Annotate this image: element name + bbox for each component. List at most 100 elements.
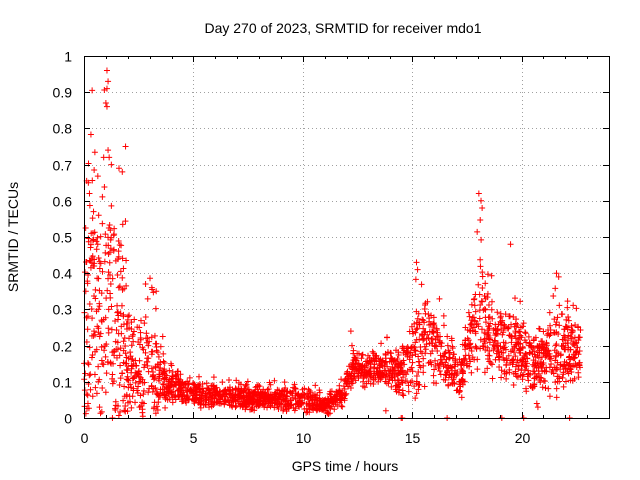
data-point [216,394,223,401]
data-point [292,385,299,392]
outlier-point [85,179,92,186]
data-point [540,328,547,335]
data-point [159,380,166,387]
data-point [512,328,519,335]
data-point [378,340,385,347]
data-point [122,218,129,225]
data-point [165,383,172,390]
data-point [96,404,103,411]
data-point [177,371,184,378]
data-point [118,302,125,309]
data-point [316,389,323,396]
data-point [430,372,437,379]
data-point [271,404,278,411]
outlier-point [153,288,160,295]
data-point [430,324,437,331]
data-point [99,193,106,200]
data-point [121,334,128,341]
outlier-point [148,284,155,291]
y-tick-label: 0.1 [53,375,73,391]
data-point [137,317,144,324]
data-point [560,332,567,339]
data-point [476,291,483,298]
data-point [379,363,386,370]
data-point [384,349,391,356]
data-point [555,350,562,357]
data-point [431,366,438,373]
data-point [554,314,561,321]
data-point [166,367,173,374]
data-point [513,373,520,380]
data-point [484,294,491,301]
data-point [106,259,113,266]
data-point [321,397,328,404]
data-point [535,367,542,374]
data-point [156,371,163,378]
data-point [94,241,101,248]
data-point [255,382,262,389]
data-point [145,342,152,349]
x-tick-label: 15 [405,430,421,446]
data-point [127,398,134,405]
data-point [491,337,498,344]
data-point [350,361,357,368]
data-point [92,295,99,302]
data-point [409,352,416,359]
data-point [519,344,526,351]
data-point [175,376,182,383]
data-point [135,383,142,390]
data-point [482,319,489,326]
data-point [425,334,432,341]
data-point [542,384,549,391]
data-point [316,401,323,408]
data-point [415,381,422,388]
data-point [141,364,148,371]
data-point [477,302,484,309]
data-point [274,403,281,410]
data-point [564,298,571,305]
data-point [399,391,406,398]
data-point [414,315,421,322]
data-point [169,394,176,401]
data-point [144,334,151,341]
outlier-point [475,190,482,197]
data-point [242,406,249,413]
data-point [355,372,362,379]
data-point [161,375,168,382]
data-point [96,333,103,340]
data-point [186,374,193,381]
data-point [101,258,108,265]
data-point [122,403,129,410]
data-point [284,401,291,408]
data-point [519,376,526,383]
data-point [423,341,430,348]
data-point [403,371,410,378]
data-point [490,346,497,353]
outlier-point [413,259,420,266]
data-point [392,361,399,368]
data-point [371,365,378,372]
data-point [477,263,484,270]
x-tick-label: 5 [190,430,198,446]
data-point [446,355,453,362]
outlier-point [534,404,541,411]
data-point [410,343,417,350]
data-point [376,358,383,365]
data-point [90,236,97,243]
data-point [544,332,551,339]
data-point [440,376,447,383]
data-point [180,389,187,396]
data-point [93,390,100,397]
y-tick-label: 0.7 [53,158,73,174]
data-point [225,376,232,383]
data-point [232,385,239,392]
data-point [91,167,98,174]
data-point [121,383,128,390]
data-point [415,358,422,365]
data-point [398,361,405,368]
data-point [339,403,346,410]
data-point [419,332,426,339]
outlier-point [105,147,112,154]
data-point [506,313,513,320]
data-point [500,354,507,361]
